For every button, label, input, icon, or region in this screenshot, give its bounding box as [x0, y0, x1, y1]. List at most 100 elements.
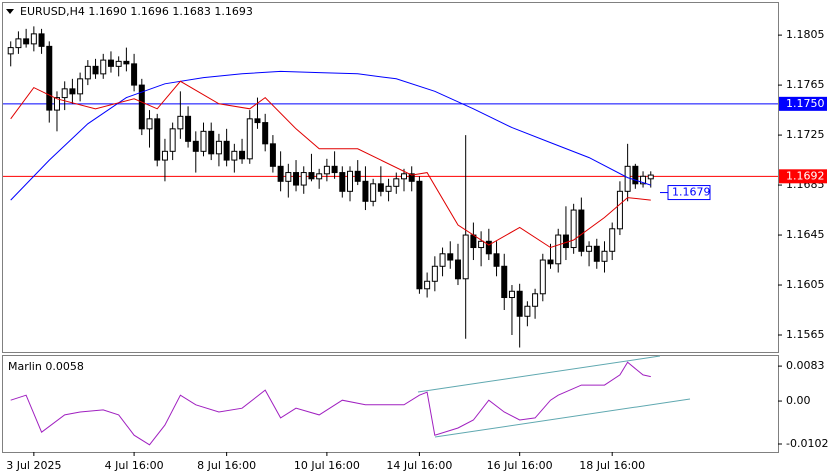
candle-body	[185, 115, 192, 142]
candle-body	[277, 165, 284, 182]
candle-body	[408, 173, 415, 182]
candle-body	[161, 150, 168, 161]
y-tick-label: -0.0102	[786, 437, 828, 450]
candle-body	[431, 265, 438, 282]
candle-body	[354, 170, 361, 182]
indicator-title: Marlin 0.0058	[8, 360, 84, 373]
line	[10, 80, 651, 249]
line	[10, 361, 651, 446]
candle-body	[92, 65, 99, 75]
candle-body	[316, 173, 323, 180]
chart-title: EURUSD,H4 1.1690 1.1696 1.1683 1.1693	[20, 5, 253, 18]
candle-body	[400, 173, 407, 180]
candle-body	[454, 259, 461, 280]
candle-body	[231, 150, 238, 161]
candle-body	[562, 234, 569, 249]
candle-body	[570, 209, 577, 249]
candle-body	[285, 172, 292, 182]
candle-body	[424, 280, 431, 290]
price-panel-frame	[2, 2, 779, 353]
x-tick-label: 8 Jul 16:00	[197, 459, 256, 472]
candle-body	[462, 234, 469, 280]
indicator-panel-frame	[2, 355, 779, 453]
candle-body	[123, 60, 130, 65]
candle-body	[77, 78, 84, 95]
y-tick-label: 1.1645	[786, 228, 825, 241]
y-tick-label: 1.1565	[786, 328, 825, 341]
candle-body	[616, 190, 623, 230]
candle-body	[200, 130, 207, 152]
y-tick-label: 1.1605	[786, 278, 825, 291]
level-label: 1.1692	[786, 169, 825, 182]
candle-body	[146, 118, 153, 130]
candle-body	[501, 265, 508, 299]
candle-body	[30, 33, 37, 45]
candle-body	[115, 60, 122, 67]
candle-body	[262, 122, 269, 145]
candle-body	[516, 290, 523, 317]
candle-body	[177, 115, 184, 130]
x-tick-label: 3 Jul 2025	[6, 459, 61, 472]
candle-body	[138, 84, 145, 130]
candle-body	[624, 165, 631, 192]
candle-body	[485, 240, 492, 255]
x-tick-label: 16 Jul 16:00	[487, 459, 553, 472]
y-tick-label: 1.1725	[786, 128, 825, 141]
y-tick-label: 0.00	[786, 394, 811, 407]
candle-body	[447, 253, 454, 261]
candle-body	[586, 245, 593, 252]
candle-body	[208, 130, 215, 155]
candle-body	[393, 178, 400, 187]
candle-body	[254, 118, 261, 124]
candle-body	[246, 118, 253, 160]
candle-body	[223, 140, 230, 161]
candle-body	[555, 234, 562, 265]
candle-body	[239, 150, 246, 160]
candle-body	[46, 45, 53, 111]
candle-body	[370, 183, 377, 202]
candle-body	[385, 185, 392, 192]
candle-body	[154, 118, 161, 161]
channel-line	[434, 398, 691, 438]
candle-body	[293, 172, 300, 186]
candle-body	[439, 253, 446, 267]
candle-body	[169, 128, 176, 152]
menu-triangle[interactable]	[6, 9, 14, 14]
candle-body	[532, 293, 539, 307]
candle-body	[215, 140, 222, 155]
candle-body	[23, 38, 30, 45]
y-tick-label: 0.0083	[786, 359, 825, 372]
y-tick-label: 1.1765	[786, 78, 825, 91]
candle-body	[100, 59, 107, 75]
candle-body	[323, 165, 330, 175]
candle-body	[192, 140, 199, 152]
candle-body	[547, 259, 554, 265]
level-label-box	[779, 169, 827, 184]
y-tick-label: 1.1805	[786, 28, 825, 41]
candle-body	[578, 209, 585, 252]
candle-body	[61, 88, 68, 99]
candle-body	[416, 180, 423, 290]
candle-body	[470, 234, 477, 249]
channel-line	[417, 355, 661, 393]
candle-body	[377, 183, 384, 192]
candle-body	[478, 240, 485, 249]
candle-body	[269, 143, 276, 167]
candle-body	[632, 165, 639, 185]
candle-body	[7, 47, 14, 55]
callout-label: 1.1679	[672, 186, 711, 199]
candle-body	[493, 253, 500, 267]
candle-body	[300, 172, 307, 186]
candle-body	[601, 250, 608, 262]
candle-body	[609, 228, 616, 252]
candle-body	[593, 245, 600, 262]
candle-body	[647, 174, 654, 180]
candle-body	[331, 165, 338, 174]
candle-body	[53, 97, 60, 111]
candle-body	[107, 59, 114, 67]
callout-box	[667, 185, 711, 201]
level-label: 1.1750	[786, 97, 825, 110]
x-tick-label: 4 Jul 16:00	[105, 459, 164, 472]
candle-body	[640, 175, 647, 185]
